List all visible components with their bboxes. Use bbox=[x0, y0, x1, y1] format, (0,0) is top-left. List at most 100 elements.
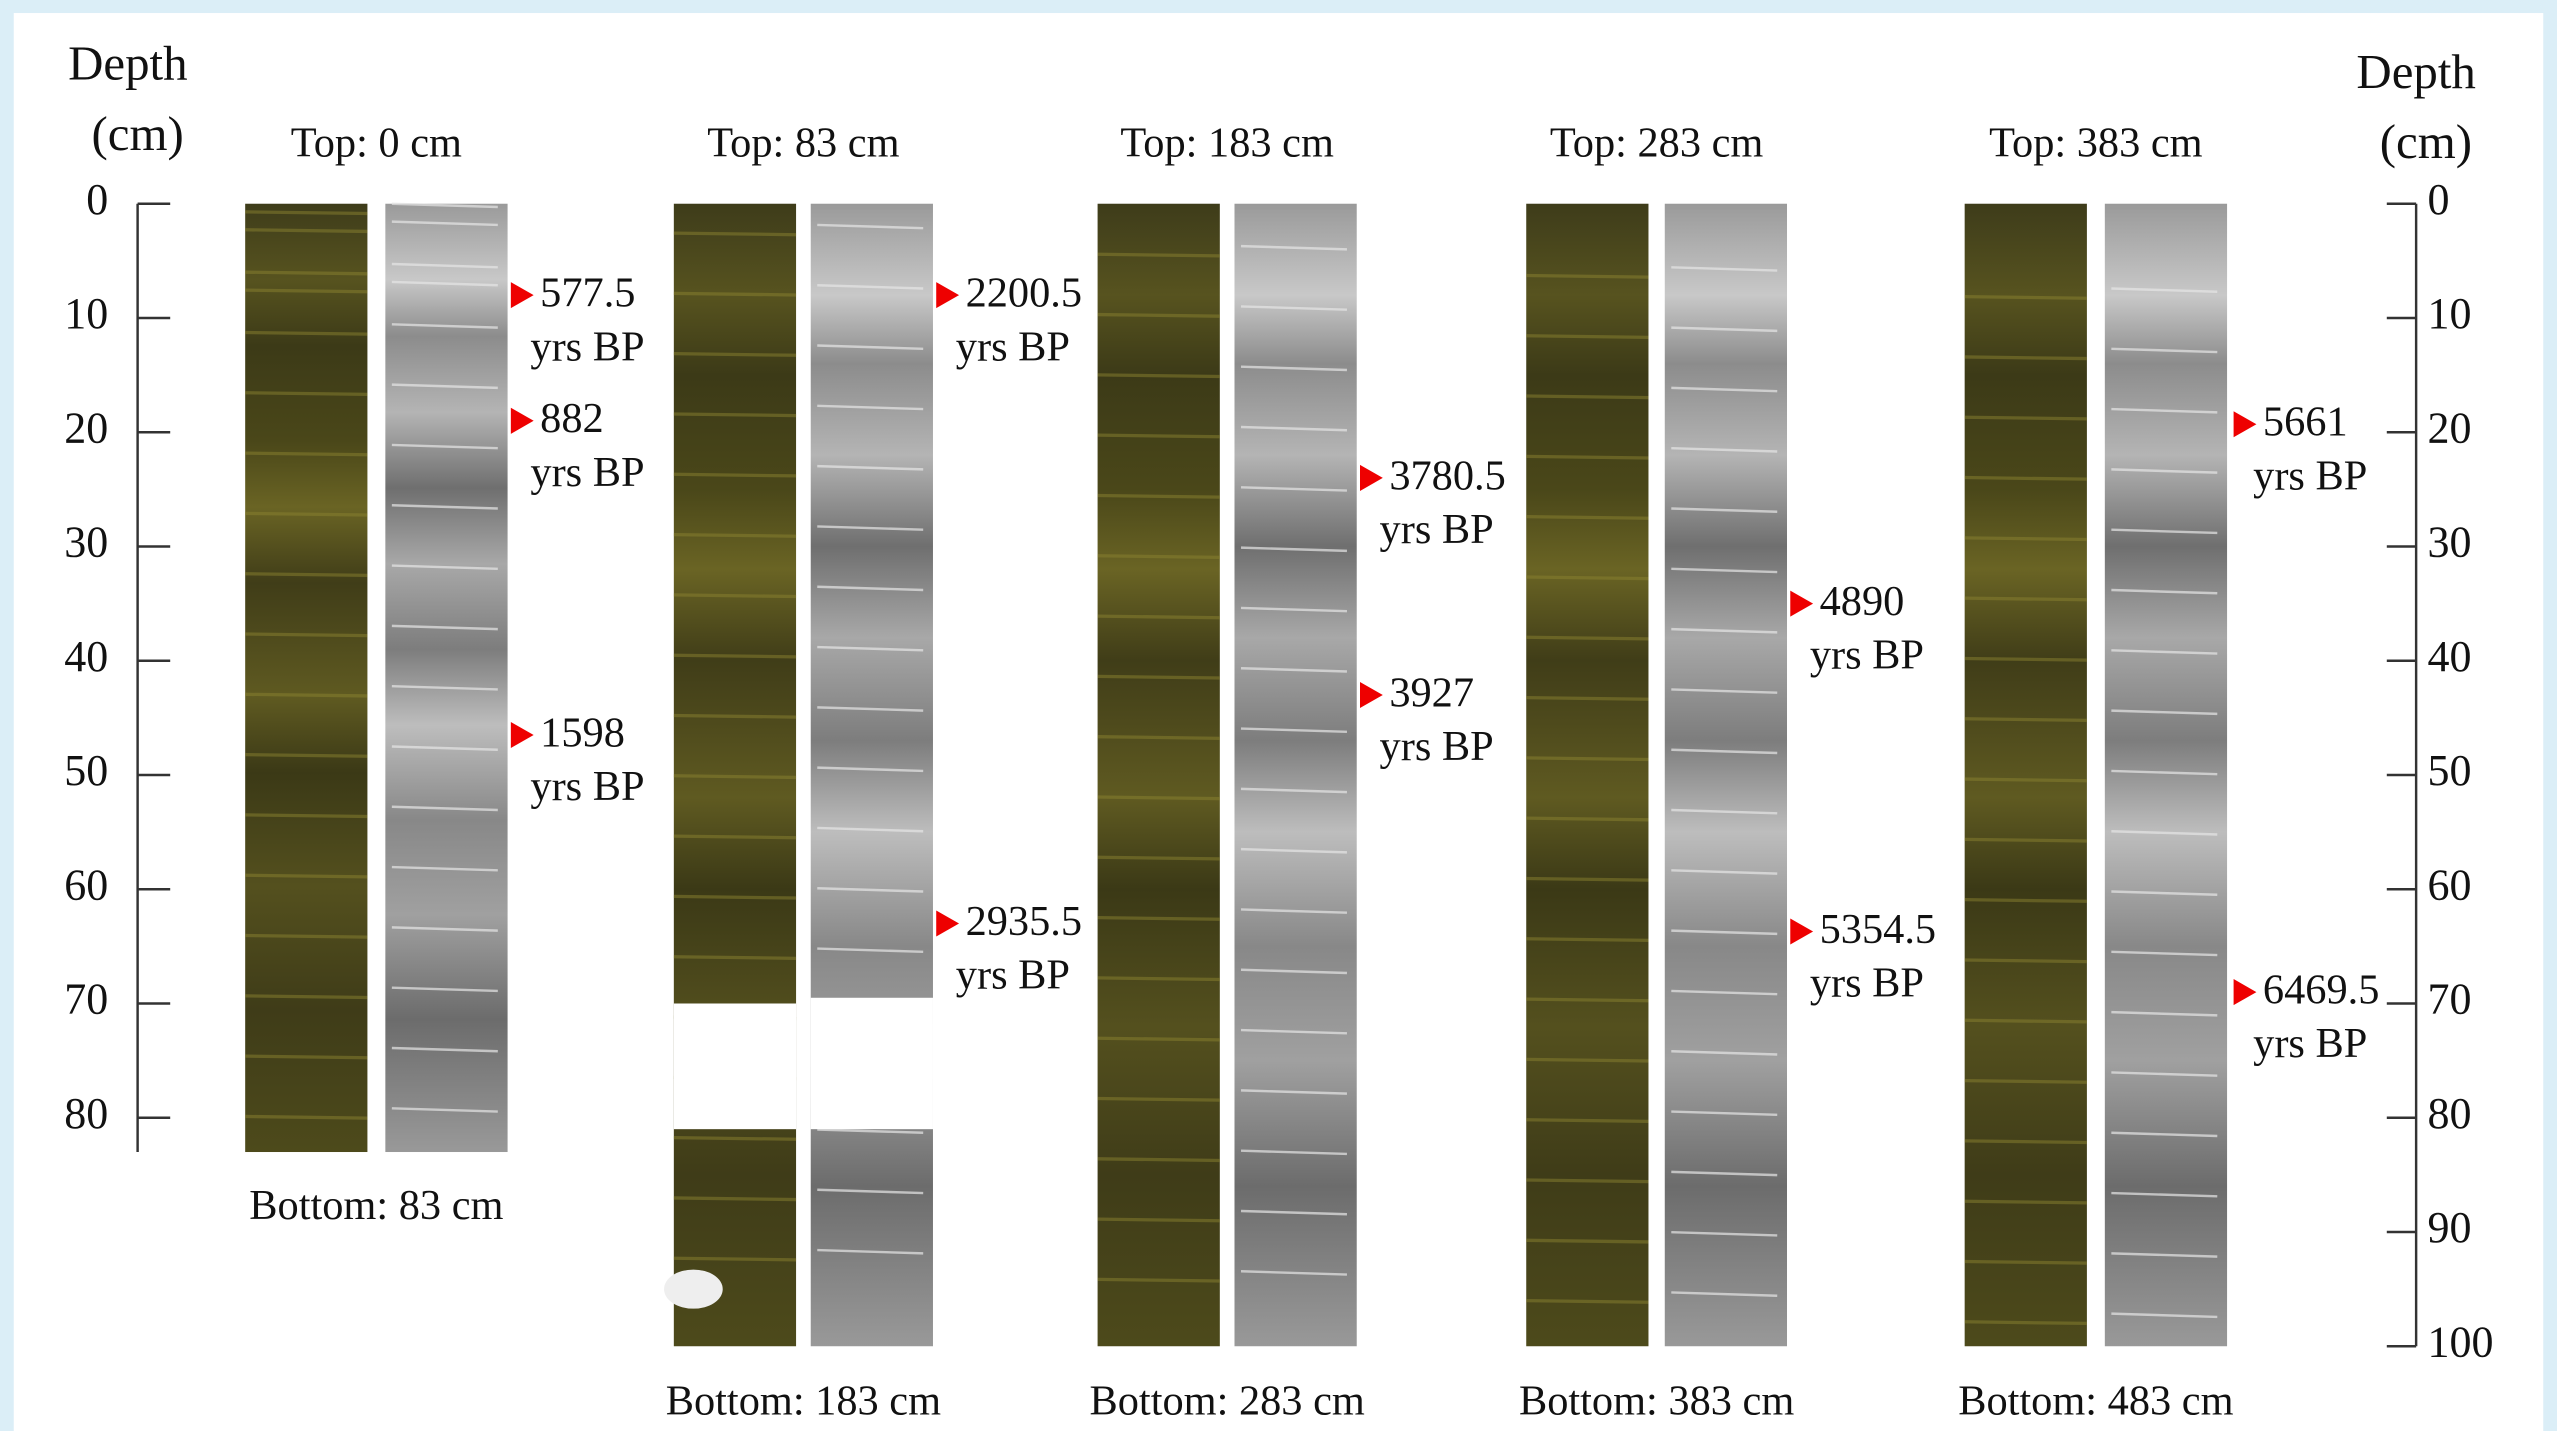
lamina bbox=[245, 1116, 367, 1118]
lamina bbox=[1526, 275, 1648, 277]
date-unit: yrs BP bbox=[530, 449, 644, 496]
core-top: Top: 183 cm bbox=[1120, 119, 1334, 166]
date-unit: yrs BP bbox=[530, 763, 644, 810]
lamina bbox=[245, 290, 367, 292]
lamina bbox=[1965, 1081, 2087, 1083]
core-bottom: Bottom: 83 cm bbox=[249, 1182, 503, 1229]
lamina bbox=[1098, 978, 1220, 980]
tick-label: 30 bbox=[64, 518, 108, 567]
lamina bbox=[1526, 577, 1648, 579]
lamina bbox=[674, 716, 796, 718]
lamina bbox=[674, 414, 796, 416]
lamina bbox=[1965, 719, 2087, 721]
lamina bbox=[245, 393, 367, 395]
lamina bbox=[245, 453, 367, 455]
date-unit: yrs BP bbox=[1810, 632, 1924, 679]
lamina bbox=[245, 1056, 367, 1058]
grey-core bbox=[1234, 204, 1356, 1347]
core-top: Top: 0 cm bbox=[291, 119, 462, 166]
lamina bbox=[245, 574, 367, 576]
lamina bbox=[1965, 1261, 2087, 1263]
lamina bbox=[674, 1258, 796, 1260]
color-core bbox=[1965, 204, 2087, 1347]
lamina bbox=[1965, 658, 2087, 660]
lamina bbox=[1526, 1240, 1648, 1242]
lamina bbox=[1526, 1180, 1648, 1182]
tick-label: 100 bbox=[2428, 1317, 2494, 1366]
color-core bbox=[245, 204, 367, 1152]
lamina bbox=[1098, 616, 1220, 618]
core-bottom: Bottom: 483 cm bbox=[1958, 1378, 2233, 1425]
tick-label: 60 bbox=[64, 860, 108, 909]
lamina bbox=[674, 1198, 796, 1200]
lamina bbox=[1098, 1279, 1220, 1281]
lamina bbox=[245, 634, 367, 636]
lamina bbox=[674, 836, 796, 838]
lamina bbox=[245, 212, 367, 214]
lamina bbox=[245, 996, 367, 998]
lamina bbox=[245, 694, 367, 696]
tick-label: 30 bbox=[2428, 518, 2472, 567]
lamina bbox=[1098, 797, 1220, 799]
lamina bbox=[674, 1138, 796, 1140]
lamina bbox=[245, 272, 367, 274]
axis-title: Depth bbox=[68, 36, 187, 91]
tick-label: 20 bbox=[2428, 403, 2472, 452]
tick-label: 60 bbox=[2428, 860, 2472, 909]
tick-label: 40 bbox=[2428, 632, 2472, 681]
color-core bbox=[1526, 204, 1648, 1347]
lamina bbox=[1965, 960, 2087, 962]
lamina bbox=[674, 233, 796, 235]
tick-label: 20 bbox=[64, 403, 108, 452]
grey-core bbox=[811, 204, 933, 1347]
figure: Depth(cm)01020304050607080Depth(cm)01020… bbox=[0, 0, 2557, 1431]
lamina bbox=[674, 655, 796, 657]
lamina bbox=[245, 875, 367, 877]
lamina bbox=[245, 755, 367, 757]
tick-label: 70 bbox=[2428, 975, 2472, 1024]
lamina bbox=[674, 474, 796, 476]
lamina bbox=[1098, 737, 1220, 739]
lamina bbox=[1098, 556, 1220, 558]
date-age: 3780.5 bbox=[1389, 452, 1506, 499]
axis-title: (cm) bbox=[2380, 114, 2472, 169]
blob bbox=[664, 1270, 723, 1309]
date-unit: yrs BP bbox=[2253, 452, 2367, 499]
lamina bbox=[245, 936, 367, 938]
date-age: 577.5 bbox=[540, 269, 635, 316]
lamina bbox=[674, 535, 796, 537]
core-top: Top: 83 cm bbox=[707, 119, 899, 166]
tick-label: 50 bbox=[2428, 746, 2472, 795]
lamina bbox=[1965, 538, 2087, 540]
lamina bbox=[1098, 375, 1220, 377]
lamina bbox=[1098, 315, 1220, 317]
lamina bbox=[245, 332, 367, 334]
lamina bbox=[1526, 818, 1648, 820]
tick-label: 0 bbox=[2428, 175, 2450, 224]
tick-label: 70 bbox=[64, 975, 108, 1024]
date-unit: yrs BP bbox=[2253, 1020, 2367, 1067]
lamina bbox=[1098, 1099, 1220, 1101]
gap bbox=[811, 998, 933, 1129]
lamina bbox=[674, 354, 796, 356]
axis-title: Depth bbox=[2356, 44, 2475, 99]
date-age: 2200.5 bbox=[966, 269, 1082, 316]
date-age: 4890 bbox=[1820, 578, 1905, 625]
date-unit: yrs BP bbox=[1380, 506, 1494, 553]
lamina bbox=[1098, 1159, 1220, 1161]
lamina bbox=[1965, 1201, 2087, 1203]
lamina bbox=[1965, 1141, 2087, 1143]
date-age: 5354.5 bbox=[1820, 906, 1937, 953]
lamina bbox=[1965, 417, 2087, 419]
lamina bbox=[1965, 1020, 2087, 1022]
lamina bbox=[674, 595, 796, 597]
lamina bbox=[1098, 676, 1220, 678]
lamina bbox=[1098, 495, 1220, 497]
lamina bbox=[1965, 357, 2087, 359]
lamina bbox=[1098, 1219, 1220, 1221]
lamina bbox=[1526, 456, 1648, 458]
date-age: 2935.5 bbox=[966, 898, 1082, 945]
lamina bbox=[1965, 779, 2087, 781]
tick-label: 0 bbox=[86, 175, 108, 224]
date-age: 5661 bbox=[2263, 399, 2348, 446]
